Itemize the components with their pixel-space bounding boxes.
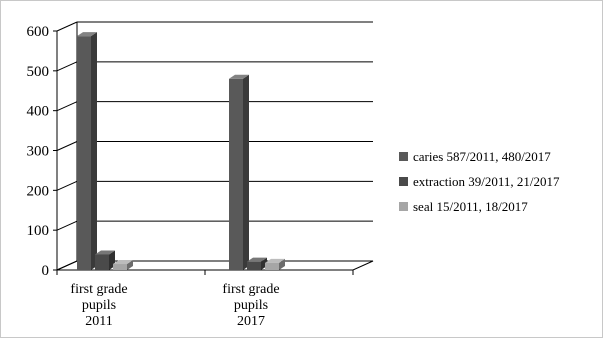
bar-1-1: [247, 261, 261, 270]
bar-top-2-0: [113, 260, 133, 265]
y-tick-label-1: 100: [27, 223, 50, 239]
legend-item-caries: caries 587/2011, 480/2017: [399, 144, 599, 169]
x-category-label-0-1: pupils: [82, 298, 116, 313]
gridline-depth-1: [56, 220, 78, 231]
x-category-label-1-0: first grade: [222, 282, 279, 297]
y-tick-label-6: 600: [27, 24, 50, 40]
bar-2-0: [113, 264, 127, 270]
gridline-depth-4: [56, 101, 78, 112]
legend-item-extraction: extraction 39/2011, 21/2017: [399, 169, 599, 194]
bar-top-1-1: [247, 257, 267, 262]
bar-top-2-1: [265, 258, 285, 263]
y-tick-label-0: 0: [42, 263, 50, 279]
x-category-label-1-1: pupils: [234, 298, 268, 313]
bar-side-2-1: [279, 258, 285, 270]
bar-top-0-1: [229, 74, 249, 79]
bar-side-0-0: [91, 32, 97, 271]
legend-label-extraction: extraction 39/2011, 21/2017: [413, 173, 560, 189]
bar-side-0-1: [243, 74, 249, 270]
bar-0-1: [229, 78, 243, 270]
gridline-depth-2: [56, 180, 78, 191]
bar-1-0: [95, 254, 109, 270]
x-category-label-1-2: 2017: [237, 314, 265, 329]
x-category-label-0-0: first grade: [70, 282, 127, 297]
y-tick-label-3: 300: [27, 144, 50, 160]
y-tick-label-4: 400: [27, 104, 50, 120]
gridline-depth-5: [56, 61, 78, 72]
legend-swatch-extraction: [399, 177, 408, 186]
legend-swatch-seal: [399, 202, 408, 211]
legend-item-seal: seal 15/2011, 18/2017: [399, 194, 599, 219]
gridline-depth-6: [56, 21, 78, 32]
legend-swatch-caries: [399, 152, 408, 161]
y-tick-label-5: 500: [27, 64, 50, 80]
x-category-label-0-2: 2011: [85, 314, 112, 329]
y-tick-label-2: 200: [27, 183, 50, 199]
legend-label-seal: seal 15/2011, 18/2017: [413, 198, 528, 214]
bar-side-2-0: [127, 260, 133, 270]
legend-label-caries: caries 587/2011, 480/2017: [413, 148, 551, 164]
bar-0-0: [77, 36, 91, 271]
bar-top-0-0: [77, 32, 97, 37]
bar-2-1: [265, 262, 279, 270]
gridline-depth-3: [56, 141, 78, 151]
bar-top-1-0: [95, 250, 115, 255]
chart-legend: caries 587/2011, 480/2017 extraction 39/…: [399, 144, 599, 219]
